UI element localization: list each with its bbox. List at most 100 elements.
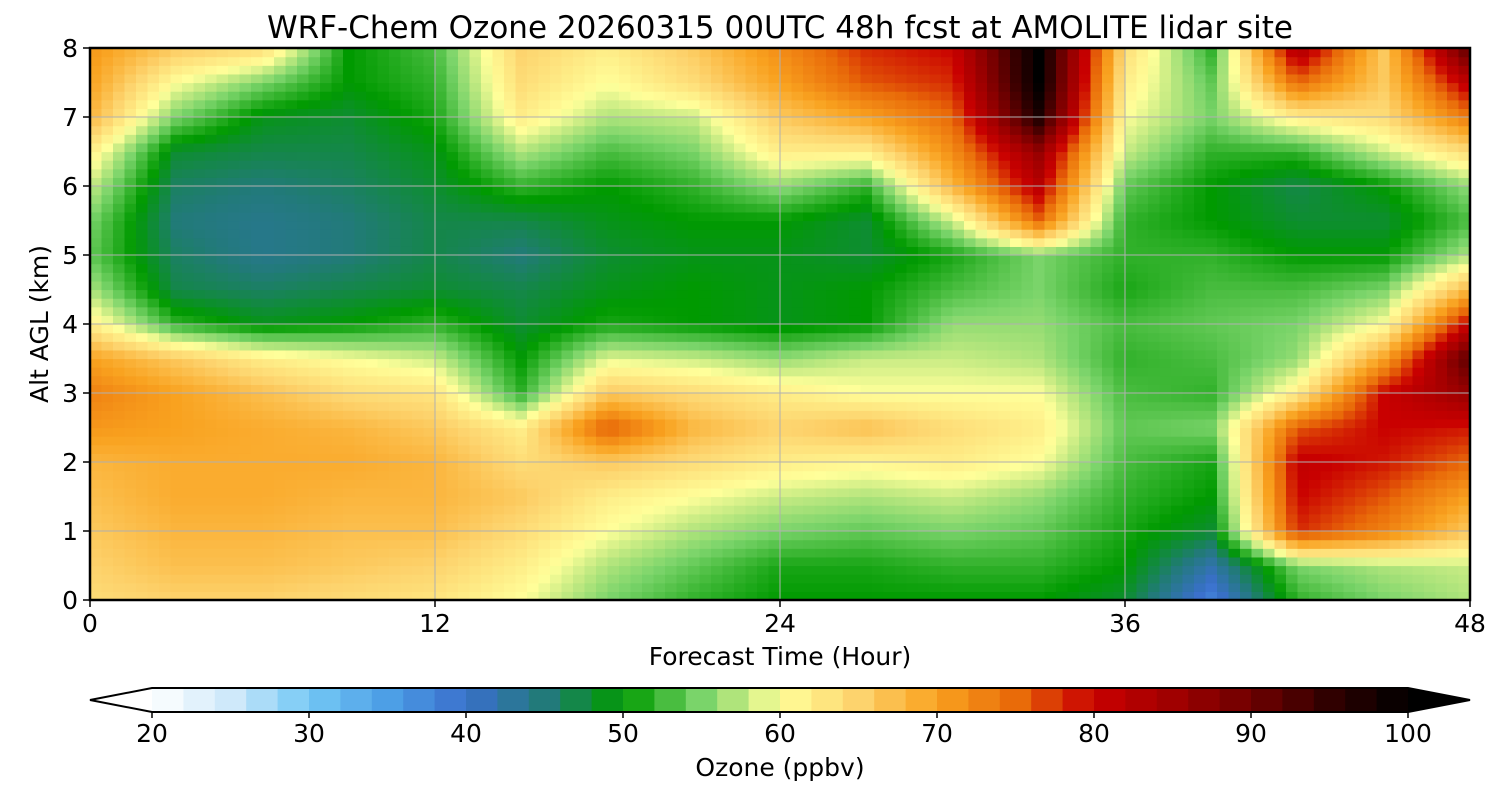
heatmap-cell	[527, 436, 540, 446]
heatmap-cell	[561, 487, 574, 498]
heatmap-cell	[469, 479, 482, 489]
heatmap-cell	[527, 367, 540, 377]
heatmap-cell	[630, 263, 643, 273]
heatmap-cell	[354, 522, 367, 532]
heatmap-cell	[527, 324, 540, 334]
heatmap-cell	[619, 177, 632, 187]
heatmap-cell	[113, 418, 126, 429]
heatmap-cell	[90, 65, 103, 75]
heatmap-cell	[343, 505, 356, 515]
heatmap-cell	[504, 479, 517, 489]
heatmap-cell	[366, 211, 379, 222]
heatmap-cell	[481, 280, 494, 291]
heatmap-cell	[377, 453, 390, 463]
heatmap-cell	[619, 444, 632, 454]
heatmap-cell	[929, 462, 942, 472]
heatmap-cell	[642, 582, 655, 592]
heatmap-cell	[136, 117, 149, 127]
heatmap-cell	[826, 203, 839, 213]
heatmap-cell	[320, 168, 333, 178]
heatmap-cell	[630, 522, 643, 532]
heatmap-cell	[446, 272, 459, 282]
heatmap-cell	[251, 453, 264, 463]
heatmap-cell	[975, 168, 988, 178]
heatmap-cell	[320, 108, 333, 118]
heatmap-cell	[895, 479, 908, 489]
heatmap-cell	[193, 384, 206, 394]
heatmap-cell	[193, 117, 206, 127]
heatmap-cell	[860, 487, 873, 498]
heatmap-cell	[745, 496, 758, 506]
heatmap-cell	[527, 255, 540, 265]
heatmap-cell	[124, 186, 137, 196]
heatmap-cell	[653, 332, 666, 342]
heatmap-cell	[527, 56, 540, 66]
heatmap-cell	[515, 591, 528, 601]
heatmap-cell	[170, 462, 183, 472]
heatmap-cell	[584, 591, 597, 601]
heatmap-cell	[814, 306, 827, 316]
heatmap-cell	[872, 306, 885, 316]
heatmap-cell	[90, 531, 103, 541]
heatmap-cell	[515, 393, 528, 403]
heatmap-cell	[699, 134, 712, 144]
heatmap-cell	[124, 367, 137, 377]
heatmap-cell	[308, 470, 321, 480]
heatmap-cell	[653, 73, 666, 84]
heatmap-cell	[354, 513, 367, 523]
heatmap-cell	[239, 117, 252, 127]
heatmap-cell	[676, 470, 689, 480]
heatmap-cell	[285, 418, 298, 429]
heatmap-cell	[895, 91, 908, 101]
heatmap-cell	[768, 289, 781, 299]
heatmap-cell	[688, 65, 701, 75]
heatmap-cell	[469, 531, 482, 541]
heatmap-cell	[860, 73, 873, 84]
heatmap-cell	[216, 522, 229, 532]
heatmap-cell	[193, 315, 206, 325]
heatmap-cell	[768, 108, 781, 118]
heatmap-cell	[435, 99, 448, 109]
heatmap-cell	[883, 496, 896, 506]
heatmap-cell	[550, 108, 563, 118]
heatmap-cell	[515, 453, 528, 463]
heatmap-cell	[251, 56, 264, 66]
heatmap-cell	[630, 574, 643, 584]
heatmap-cell	[550, 574, 563, 584]
heatmap-cell	[136, 418, 149, 429]
heatmap-cell	[193, 548, 206, 558]
heatmap-cell	[274, 341, 287, 351]
heatmap-cell	[458, 505, 471, 515]
heatmap-cell	[975, 496, 988, 506]
heatmap-cell	[906, 73, 919, 84]
heatmap-cell	[239, 349, 252, 360]
heatmap-cell	[722, 177, 735, 187]
heatmap-cell	[297, 531, 310, 541]
heatmap-cell	[630, 117, 643, 127]
heatmap-cell	[975, 401, 988, 411]
heatmap-cell	[768, 65, 781, 75]
heatmap-cell	[159, 255, 172, 265]
heatmap-cell	[538, 48, 551, 58]
heatmap-cell	[791, 306, 804, 316]
heatmap-cell	[262, 125, 275, 135]
heatmap-cell	[642, 255, 655, 265]
heatmap-cell	[642, 220, 655, 230]
heatmap-cell	[492, 125, 505, 135]
heatmap-cell	[711, 263, 724, 273]
heatmap-cell	[216, 582, 229, 592]
heatmap-cell	[975, 341, 988, 351]
heatmap-cell	[251, 272, 264, 282]
heatmap-cell	[722, 375, 735, 385]
heatmap-cell	[285, 168, 298, 178]
heatmap-cell	[251, 91, 264, 101]
heatmap-cell	[216, 48, 229, 58]
heatmap-cell	[837, 401, 850, 411]
heatmap-cell	[596, 272, 609, 282]
heatmap-cell	[918, 470, 931, 480]
heatmap-cell	[377, 341, 390, 351]
heatmap-cell	[354, 56, 367, 66]
heatmap-cell	[147, 220, 160, 230]
heatmap-cell	[814, 229, 827, 239]
heatmap-cell	[826, 436, 839, 446]
